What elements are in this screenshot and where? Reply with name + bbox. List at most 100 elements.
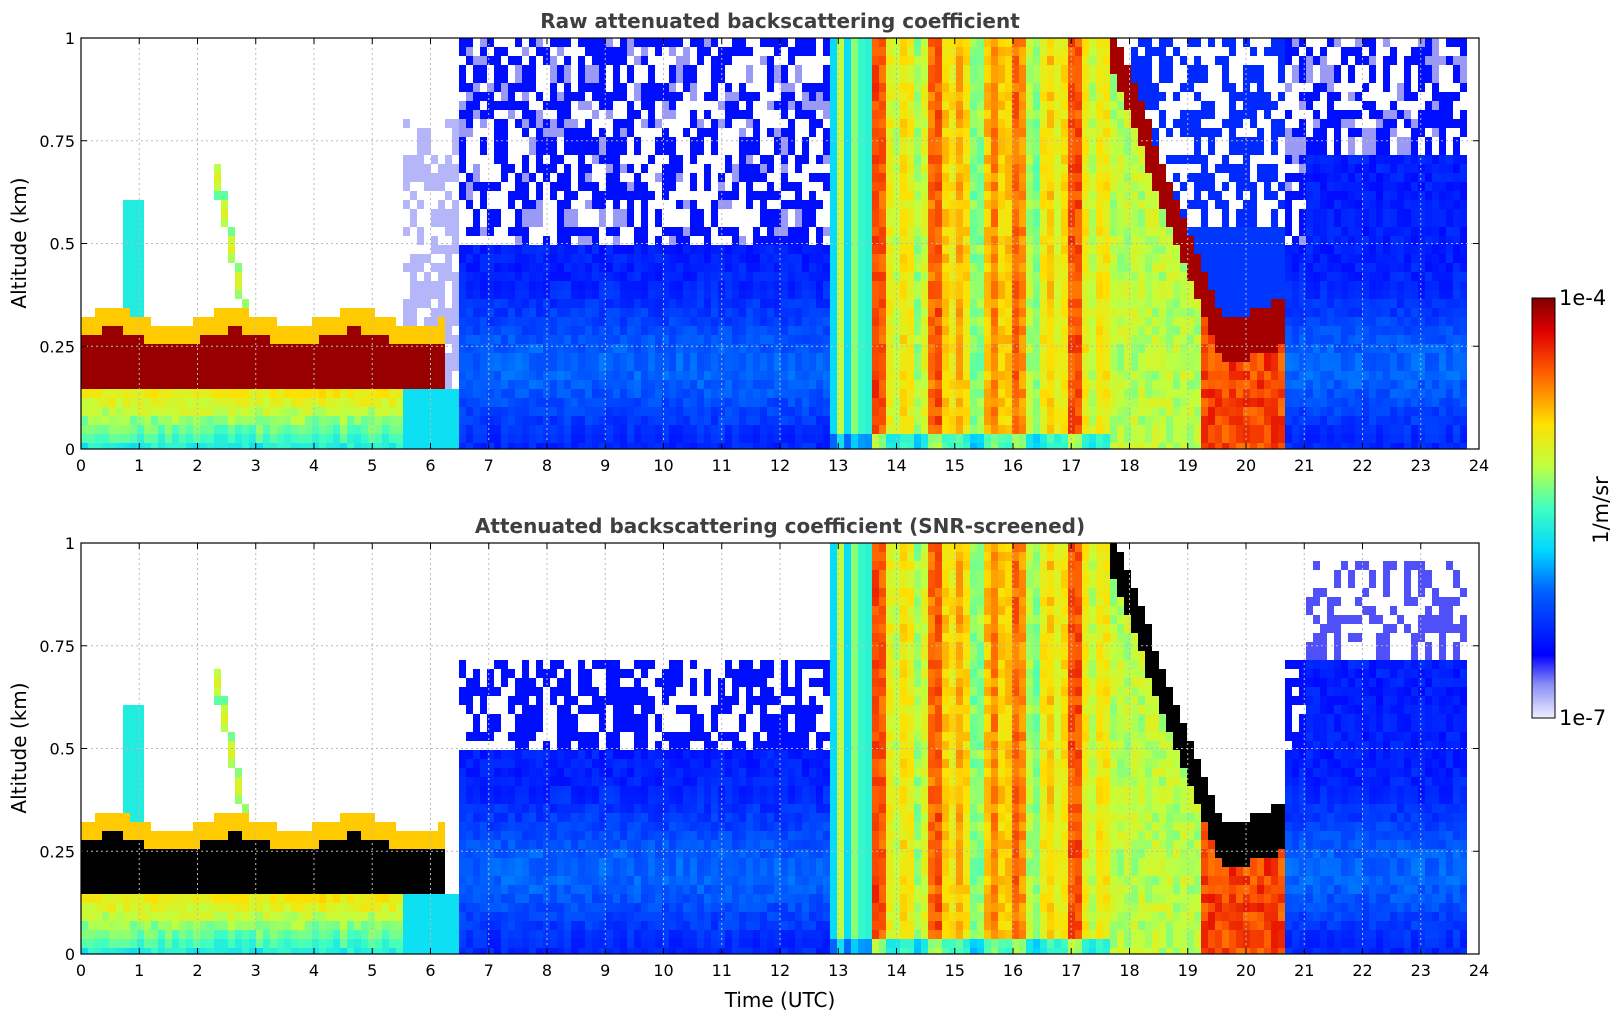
heatmap-cell: [1012, 335, 1019, 344]
heatmap-cell: [452, 299, 459, 308]
heatmap-cell: [613, 398, 620, 407]
heatmap-cell: [1131, 236, 1138, 245]
heatmap-cell: [508, 335, 515, 344]
heatmap-cell: [557, 200, 564, 209]
heatmap-cell: [270, 443, 277, 449]
heatmap-cell: [571, 434, 578, 443]
heatmap-cell: [977, 74, 984, 83]
heatmap-cell: [368, 308, 375, 317]
heatmap-cell: [732, 38, 739, 47]
heatmap-cell: [837, 398, 844, 407]
heatmap-cell: [557, 290, 564, 299]
heatmap-cell: [641, 443, 648, 449]
heatmap-cell: [956, 182, 963, 191]
heatmap-cell: [872, 398, 879, 407]
heatmap-cell: [263, 371, 270, 380]
heatmap-cell: [823, 326, 830, 335]
heatmap-cell: [851, 281, 858, 290]
heatmap-cell: [522, 173, 529, 182]
heatmap-cell: [403, 308, 410, 317]
heatmap-cell: [746, 398, 753, 407]
heatmap-cell: [1117, 344, 1124, 353]
heatmap-cell: [935, 191, 942, 200]
heatmap-cell: [942, 362, 949, 371]
heatmap-cell: [732, 362, 739, 371]
heatmap-cell: [606, 137, 613, 146]
heatmap-cell: [1131, 218, 1138, 227]
heatmap-cell: [410, 335, 417, 344]
heatmap-cell: [669, 236, 676, 245]
heatmap-cell: [186, 416, 193, 425]
heatmap-cell: [648, 119, 655, 128]
heatmap-cell: [473, 380, 480, 389]
heatmap-cell: [921, 173, 928, 182]
heatmap-cell: [928, 281, 935, 290]
heatmap-cell: [1061, 263, 1068, 272]
heatmap-cell: [816, 281, 823, 290]
heatmap-cell: [1033, 398, 1040, 407]
heatmap-cell: [431, 209, 438, 218]
heatmap-cell: [1075, 344, 1082, 353]
heatmap-cell: [865, 371, 872, 380]
heatmap-cell: [669, 164, 676, 173]
heatmap-cell: [382, 398, 389, 407]
heatmap-cell: [459, 191, 466, 200]
heatmap-cell: [508, 92, 515, 101]
heatmap-cell: [564, 326, 571, 335]
heatmap-cell: [501, 326, 508, 335]
heatmap-cell: [732, 182, 739, 191]
heatmap-cell: [830, 146, 837, 155]
heatmap-cell: [417, 425, 424, 434]
heatmap-cell: [221, 335, 228, 344]
heatmap-cell: [830, 443, 837, 449]
heatmap-cell: [991, 281, 998, 290]
heatmap-cell: [865, 200, 872, 209]
heatmap-cell: [480, 74, 487, 83]
heatmap-cell: [998, 398, 1005, 407]
heatmap-cell: [1138, 182, 1145, 191]
heatmap-cell: [578, 137, 585, 146]
heatmap-cell: [417, 263, 424, 272]
heatmap-cell: [1019, 272, 1026, 281]
heatmap-cell: [571, 227, 578, 236]
heatmap-cell: [1026, 164, 1033, 173]
heatmap-cell: [480, 407, 487, 416]
heatmap-cell: [739, 308, 746, 317]
heatmap-cell: [851, 146, 858, 155]
heatmap-cell: [361, 353, 368, 362]
heatmap-cell: [515, 74, 522, 83]
heatmap-cell: [1005, 209, 1012, 218]
heatmap-cell: [1117, 407, 1124, 416]
heatmap-cell: [627, 164, 634, 173]
heatmap-cell: [88, 425, 95, 434]
heatmap-cell: [977, 65, 984, 74]
heatmap-cell: [963, 398, 970, 407]
heatmap-cell: [851, 182, 858, 191]
heatmap-cell: [536, 191, 543, 200]
heatmap-cell: [956, 389, 963, 398]
heatmap-cell: [1040, 182, 1047, 191]
heatmap-cell: [466, 83, 473, 92]
heatmap-cell: [872, 155, 879, 164]
heatmap-cell: [837, 335, 844, 344]
heatmap-cell: [599, 209, 606, 218]
heatmap-cell: [984, 335, 991, 344]
heatmap-cell: [725, 245, 732, 254]
heatmap-cell: [704, 362, 711, 371]
heatmap-cell: [340, 317, 347, 326]
heatmap-cell: [242, 326, 249, 335]
heatmap-cell: [389, 344, 396, 353]
heatmap-cell: [347, 371, 354, 380]
heatmap-cell: [963, 155, 970, 164]
heatmap-cell: [739, 335, 746, 344]
heatmap-cell: [627, 218, 634, 227]
heatmap-cell: [1145, 236, 1152, 245]
heatmap-cell: [515, 299, 522, 308]
heatmap-cell: [816, 155, 823, 164]
heatmap-cell: [942, 272, 949, 281]
heatmap-cell: [739, 110, 746, 119]
heatmap-cell: [802, 434, 809, 443]
heatmap-cell: [459, 407, 466, 416]
heatmap-cell: [599, 362, 606, 371]
heatmap-cell: [767, 290, 774, 299]
